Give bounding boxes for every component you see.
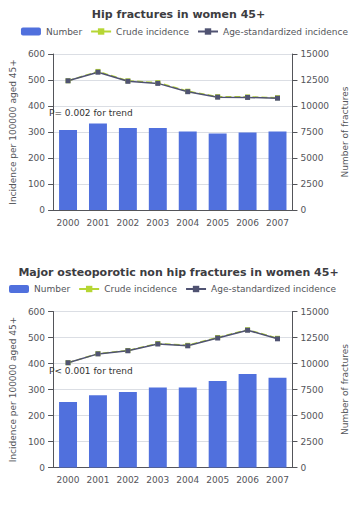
svg-text:100: 100: [28, 179, 45, 189]
svg-text:2004: 2004: [176, 218, 199, 228]
svg-text:12500: 12500: [300, 333, 329, 343]
svg-text:2002: 2002: [116, 218, 139, 228]
svg-text:2002: 2002: [116, 475, 139, 485]
svg-text:400: 400: [28, 359, 45, 369]
svg-text:Crude incidence: Crude incidence: [116, 27, 189, 37]
svg-text:7500: 7500: [300, 127, 323, 137]
svg-text:Age-standardized incidence: Age-standardized incidence: [223, 27, 348, 37]
svg-text:300: 300: [28, 385, 45, 395]
svg-text:Number of fractures: Number of fractures: [340, 86, 350, 177]
svg-text:200: 200: [28, 411, 45, 421]
svg-text:P= 0.002 for trend: P= 0.002 for trend: [49, 108, 133, 118]
svg-text:Number: Number: [46, 27, 82, 37]
svg-text:300: 300: [28, 127, 45, 137]
svg-text:5000: 5000: [300, 411, 323, 421]
svg-text:2003: 2003: [146, 475, 169, 485]
svg-text:Incidence per 100000 aged 45+: Incidence per 100000 aged 45+: [8, 59, 18, 204]
svg-text:12500: 12500: [300, 75, 329, 85]
svg-text:0: 0: [39, 205, 45, 215]
svg-text:P< 0.001 for trend: P< 0.001 for trend: [49, 366, 133, 376]
svg-text:5000: 5000: [300, 153, 323, 163]
svg-text:400: 400: [28, 101, 45, 111]
svg-text:600: 600: [28, 49, 45, 59]
svg-text:Age-standardized incidence: Age-standardized incidence: [211, 284, 336, 294]
svg-text:600: 600: [28, 307, 45, 317]
svg-text:15000: 15000: [300, 49, 329, 59]
svg-text:2500: 2500: [300, 437, 323, 447]
svg-text:2006: 2006: [236, 218, 259, 228]
svg-text:2007: 2007: [266, 475, 289, 485]
svg-text:200: 200: [28, 153, 45, 163]
svg-text:7500: 7500: [300, 385, 323, 395]
svg-text:2001: 2001: [87, 218, 110, 228]
svg-text:Number of fractures: Number of fractures: [340, 344, 350, 435]
svg-text:Major osteoporotic non hip fra: Major osteoporotic non hip fractures in …: [18, 266, 338, 279]
svg-text:2500: 2500: [300, 179, 323, 189]
svg-text:2000: 2000: [57, 218, 80, 228]
svg-text:500: 500: [28, 333, 45, 343]
svg-text:2004: 2004: [176, 475, 199, 485]
svg-text:2005: 2005: [206, 475, 229, 485]
svg-text:Crude incidence: Crude incidence: [104, 284, 177, 294]
svg-text:2005: 2005: [206, 218, 229, 228]
svg-text:500: 500: [28, 75, 45, 85]
svg-text:Number: Number: [34, 284, 70, 294]
svg-text:10000: 10000: [300, 359, 329, 369]
svg-text:10000: 10000: [300, 101, 329, 111]
svg-text:0: 0: [300, 463, 306, 473]
svg-text:0: 0: [300, 205, 306, 215]
svg-text:0: 0: [39, 463, 45, 473]
svg-text:Hip fractures in women 45+: Hip fractures in women 45+: [92, 8, 265, 21]
svg-text:Incidence per 100000 aged 45+: Incidence per 100000 aged 45+: [8, 317, 18, 462]
svg-text:2003: 2003: [146, 218, 169, 228]
svg-text:15000: 15000: [300, 307, 329, 317]
svg-text:100: 100: [28, 437, 45, 447]
svg-text:2007: 2007: [266, 218, 289, 228]
svg-text:2000: 2000: [57, 475, 80, 485]
svg-text:2006: 2006: [236, 475, 259, 485]
svg-text:2001: 2001: [87, 475, 110, 485]
